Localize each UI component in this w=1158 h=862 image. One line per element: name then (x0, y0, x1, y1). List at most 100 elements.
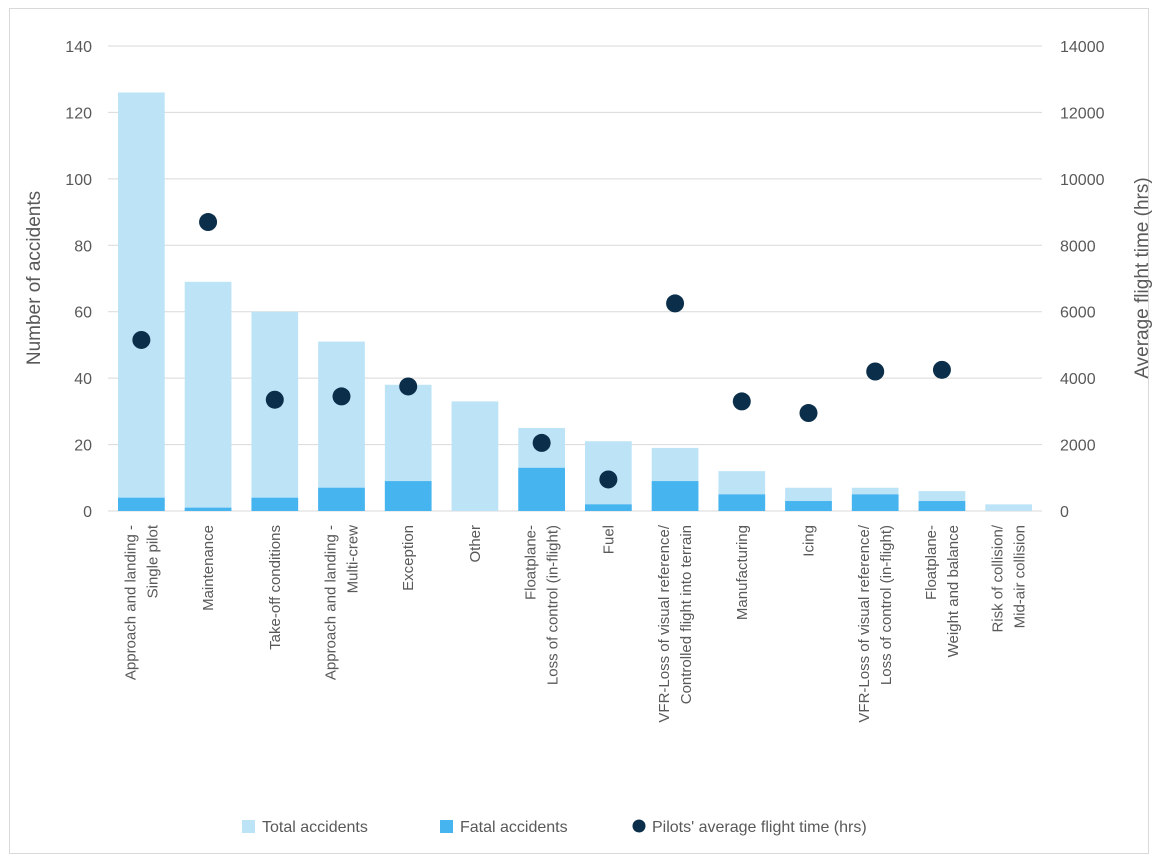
fatal-accidents-bar (184, 507, 232, 511)
x-category-line: Fuel (600, 525, 617, 554)
total-accidents-bar (118, 92, 165, 511)
x-category-line: Single pilot (144, 524, 161, 598)
x-category-line: Loss of control (in-flight) (878, 525, 895, 685)
fatal-accidents-bar (851, 494, 899, 511)
fatal-accidents-bar (718, 494, 766, 511)
y2-tick-label: 14000 (1060, 39, 1105, 56)
x-category-label: Manufacturing (734, 525, 751, 620)
x-category-line: Risk of collision/ (990, 524, 1007, 632)
legend-item: Total accidents (242, 819, 368, 836)
y-axis-ticks: 0 20 40 60 80 100 120 140 (65, 39, 92, 521)
total-accidents-bar (318, 341, 365, 511)
y2-tick-label: 6000 (1060, 305, 1096, 322)
x-category-line: Take-off conditions (267, 525, 284, 650)
x-category-line: Other (467, 525, 484, 563)
x-category-line: Icing (801, 525, 818, 557)
x-category-label: Take-off conditions (267, 525, 284, 650)
x-category-line: VFR-Loss of visual reference/ (656, 524, 673, 722)
flight-time-point (399, 377, 418, 396)
legend-item: Pilots' average flight time (hrs) (632, 819, 867, 836)
y-tick-label: 120 (65, 105, 92, 122)
x-category-line: Floatplane- (523, 525, 540, 600)
y-tick-label: 40 (74, 371, 92, 388)
legend-marker (632, 819, 646, 833)
x-category-line: Weight and balance (945, 525, 962, 657)
flight-time-point (866, 362, 885, 381)
x-category-line: Manufacturing (734, 525, 751, 620)
total-accidents-bar (184, 281, 232, 511)
fatal-accidents-bars (118, 467, 966, 511)
x-category-label: Fuel (600, 525, 617, 554)
legend: Total accidents Fatal accidents Pilots' av… (242, 819, 867, 836)
y2-tick-label: 2000 (1060, 438, 1096, 455)
x-axis-categories: Approach and landing - Single pilot Mainte… (122, 524, 1028, 722)
y2-tick-label: 4000 (1060, 371, 1096, 388)
flight-time-point (732, 392, 751, 411)
x-category-line: Exception (400, 525, 417, 591)
x-category-line: Multi-crew (345, 525, 362, 594)
fatal-accidents-bar (384, 481, 432, 511)
total-accidents-bar (251, 311, 299, 511)
x-category-line: Floatplane- (923, 525, 940, 600)
fatal-accidents-bar (585, 504, 632, 511)
legend-swatch (242, 820, 255, 833)
flight-time-point (799, 404, 818, 423)
fatal-accidents-bar (251, 497, 299, 511)
fatal-accidents-bar (318, 487, 365, 511)
total-accidents-bars (118, 92, 1032, 511)
flight-time-point (132, 330, 151, 349)
x-category-label: Maintenance (200, 525, 217, 611)
fatal-accidents-bar (918, 501, 966, 511)
x-category-line: VFR-Loss of visual reference/ (856, 524, 873, 722)
legend-label: Total accidents (262, 819, 368, 836)
x-category-label: Other (467, 525, 484, 563)
y2-axis-title: Average flight time (hrs) (1132, 177, 1153, 378)
legend-label: Fatal accidents (460, 819, 568, 836)
x-category-line: Mid-air collision (1012, 525, 1029, 628)
x-category-label: Approach and landing - Single pilot (122, 524, 161, 680)
flight-time-point (666, 294, 685, 313)
x-category-label: Risk of collision/Mid-air collision (990, 524, 1029, 632)
y-axis-title: Number of accidents (24, 191, 45, 365)
legend-label: Pilots' average flight time (hrs) (652, 819, 867, 836)
fatal-accidents-bar (518, 467, 565, 511)
x-category-label: Icing (801, 525, 818, 557)
y2-tick-label: 8000 (1060, 238, 1096, 255)
x-category-line: Controlled flight into terrain (678, 525, 695, 704)
y-tick-label: 60 (74, 305, 92, 322)
y-tick-label: 80 (74, 238, 92, 255)
x-category-label: Approach and landing - Multi-crew (323, 525, 362, 680)
flight-time-point (599, 470, 618, 489)
x-category-label: VFR-Loss of visual reference/Controlled … (656, 524, 695, 722)
y2-axis-ticks: 0 2000 4000 6000 8000 10000 12000 14000 (1060, 39, 1105, 521)
total-accidents-bar (451, 401, 499, 511)
y-tick-label: 20 (74, 438, 92, 455)
fatal-accidents-bar (785, 501, 832, 511)
flight-time-point (265, 390, 284, 409)
x-category-line: Approach and landing - (122, 525, 139, 680)
total-accidents-bar (985, 504, 1032, 511)
y-tick-label: 100 (65, 172, 92, 189)
flight-time-points (132, 213, 951, 489)
y2-tick-label: 12000 (1060, 105, 1105, 122)
x-category-line: Maintenance (200, 525, 217, 611)
flight-time-point (532, 433, 551, 452)
x-category-label: VFR-Loss of visual reference/Loss of con… (856, 524, 895, 722)
fatal-accidents-bar (651, 481, 699, 511)
fatal-accidents-bar (118, 497, 165, 511)
flight-time-point (332, 387, 351, 406)
gridlines (108, 45, 1042, 512)
y-tick-label: 0 (83, 504, 92, 521)
x-category-line: Loss of control (in-flight) (545, 525, 562, 685)
x-category-label: Floatplane- Loss of control (in-flight) (523, 525, 562, 685)
flight-time-point (199, 213, 218, 232)
x-category-label: Exception (400, 525, 417, 591)
x-category-line: Approach and landing - (323, 525, 340, 680)
flight-time-point (932, 360, 951, 379)
y2-tick-label: 10000 (1060, 172, 1105, 189)
y2-tick-label: 0 (1060, 504, 1069, 521)
legend-swatch (440, 820, 453, 833)
legend-item: Fatal accidents (440, 819, 568, 836)
x-category-label: Floatplane- Weight and balance (923, 525, 962, 657)
